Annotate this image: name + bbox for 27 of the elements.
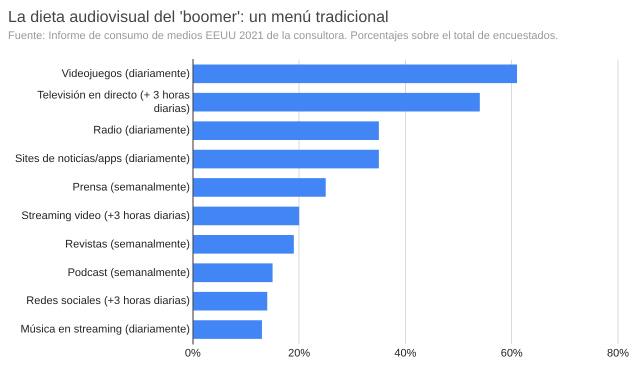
x-tick-label: 60% [500,347,523,360]
x-tick-label: 20% [288,347,310,360]
bar [193,150,379,168]
bar [193,121,379,140]
y-tick-label: Prensa (semanalmente) [72,182,190,194]
bar [193,263,273,282]
bar [193,92,480,112]
x-tick-label: 80% [606,347,630,360]
y-tick-label: Revistas (semanalmente) [65,238,190,250]
bar [193,206,300,226]
y-tick-label: Música en streaming (diariamente) [20,324,190,336]
chart-title: La dieta audiovisual del 'boomer': un menú tradicional [8,8,390,28]
y-tick-label: Sites de noticias/apps (diariamente) [14,153,190,166]
bar [193,178,326,197]
bar [193,320,262,339]
y-tick-label: Streaming video (+3 horas diarias) [21,210,190,222]
bar [193,235,294,254]
y-tick-label: Radio (diariamente) [93,124,190,137]
y-tick-label: Videojuegos (diariamente) [62,68,190,80]
y-tick-label: Televisión en directo (+ 3 horas diarias) [37,90,190,115]
x-tick-label: 40% [394,347,417,360]
y-tick-label: Redes sociales (+3 horas diarias) [26,295,190,308]
bar [193,292,268,310]
bar [193,64,518,84]
y-tick-label: Podcast (semanalmente) [68,266,190,279]
x-tick-label: 0% [184,347,202,360]
chart-subtitle: Fuente: Informe de consumo de medios EEUU 2021 de la consultora. Porcentajes sobre el total de encuestados. [8,29,560,44]
